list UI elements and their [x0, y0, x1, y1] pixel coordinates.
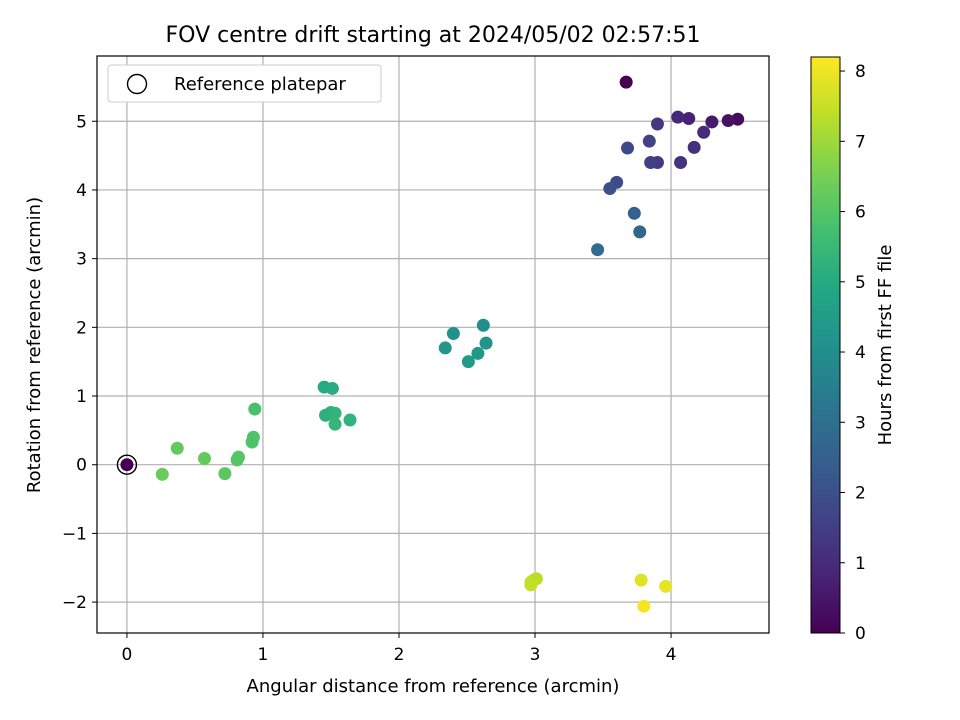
data-point	[621, 141, 635, 155]
data-point	[591, 243, 605, 257]
plot-background	[97, 56, 769, 633]
scatter-series	[116, 75, 745, 613]
data-point	[476, 318, 490, 332]
x-axis-label: Angular distance from reference (arcmin)	[247, 676, 620, 697]
y-tick-label: 2	[76, 318, 87, 338]
y-tick-label: 0	[76, 456, 87, 476]
data-point	[438, 341, 452, 355]
colorbar-tick-label: 3	[855, 413, 866, 433]
data-point	[197, 452, 211, 466]
data-point	[697, 125, 711, 139]
colorbar-tick-label: 4	[855, 343, 866, 363]
data-point	[650, 117, 664, 131]
data-point	[637, 599, 651, 613]
data-point	[731, 112, 745, 126]
reference-point-marker	[116, 454, 138, 475]
data-point	[642, 134, 656, 148]
y-tick-label: 3	[76, 250, 87, 270]
data-point	[619, 75, 633, 89]
y-axis-ticks: −2 −1 0 1 2 3 4 5	[62, 112, 97, 613]
data-point	[461, 355, 475, 369]
colorbar-tick-label: 8	[855, 62, 866, 82]
colorbar-tick-label: 2	[855, 484, 866, 504]
data-point	[687, 140, 701, 154]
colorbar-tick-label: 7	[855, 132, 866, 152]
data-point	[671, 110, 685, 124]
plot-area: 0 1 2 3 4 −2 −1 0 1 2 3 4 5	[62, 55, 770, 665]
colorbar: 0 1 2 3 4 5 6 7 8 Hours from first FF file	[810, 56, 896, 644]
x-tick-label: 1	[258, 645, 269, 665]
data-point	[659, 579, 673, 593]
x-tick-label: 0	[122, 645, 133, 665]
y-axis-label: Rotation from reference (arcmin)	[24, 197, 45, 493]
legend-entry: Reference platepar	[174, 74, 346, 95]
data-point	[634, 573, 648, 587]
colorbar-tick-label: 1	[855, 554, 866, 574]
x-tick-label: 2	[394, 645, 405, 665]
data-point	[170, 441, 184, 455]
data-point	[627, 206, 641, 220]
data-point	[328, 406, 342, 420]
legend-marker-ring	[126, 73, 148, 95]
colorbar-label: Hours from first FF file	[875, 245, 896, 446]
plot-frame	[96, 55, 770, 634]
data-point	[343, 413, 357, 427]
data-point	[603, 182, 617, 196]
y-tick-label: 5	[76, 112, 87, 132]
data-point	[155, 467, 169, 481]
data-point	[218, 467, 232, 481]
colorbar-ticks: 0 1 2 3 4 5 6 7 8	[840, 62, 866, 644]
data-point	[230, 453, 244, 467]
data-point	[446, 327, 460, 341]
data-point	[328, 417, 342, 431]
data-point	[245, 435, 259, 449]
x-axis-ticks: 0 1 2 3 4	[122, 633, 677, 665]
chart-title: FOV centre drift starting at 2024/05/02 …	[166, 23, 701, 48]
y-tick-label: 4	[76, 181, 87, 201]
data-point	[471, 346, 485, 360]
data-point	[721, 114, 735, 128]
data-point	[682, 112, 696, 126]
data-point	[705, 115, 719, 129]
data-point	[524, 578, 538, 592]
colorbar-tick-label: 5	[855, 273, 866, 293]
x-tick-label: 3	[530, 645, 541, 665]
y-tick-label: −1	[62, 524, 87, 544]
data-point	[120, 458, 134, 472]
x-tick-label: 4	[666, 645, 677, 665]
colorbar-tick-label: 6	[855, 203, 866, 223]
data-point	[644, 155, 658, 169]
data-point	[479, 336, 493, 350]
colorbar-gradient	[810, 56, 841, 634]
colorbar-tick-label: 0	[855, 624, 866, 644]
data-point	[633, 225, 647, 239]
y-tick-label: 1	[76, 387, 87, 407]
y-tick-label: −2	[62, 593, 87, 613]
data-point	[325, 381, 339, 395]
legend-box	[107, 64, 382, 103]
data-point	[248, 402, 262, 416]
data-point	[674, 155, 688, 169]
legend: Reference platepar	[107, 64, 382, 103]
